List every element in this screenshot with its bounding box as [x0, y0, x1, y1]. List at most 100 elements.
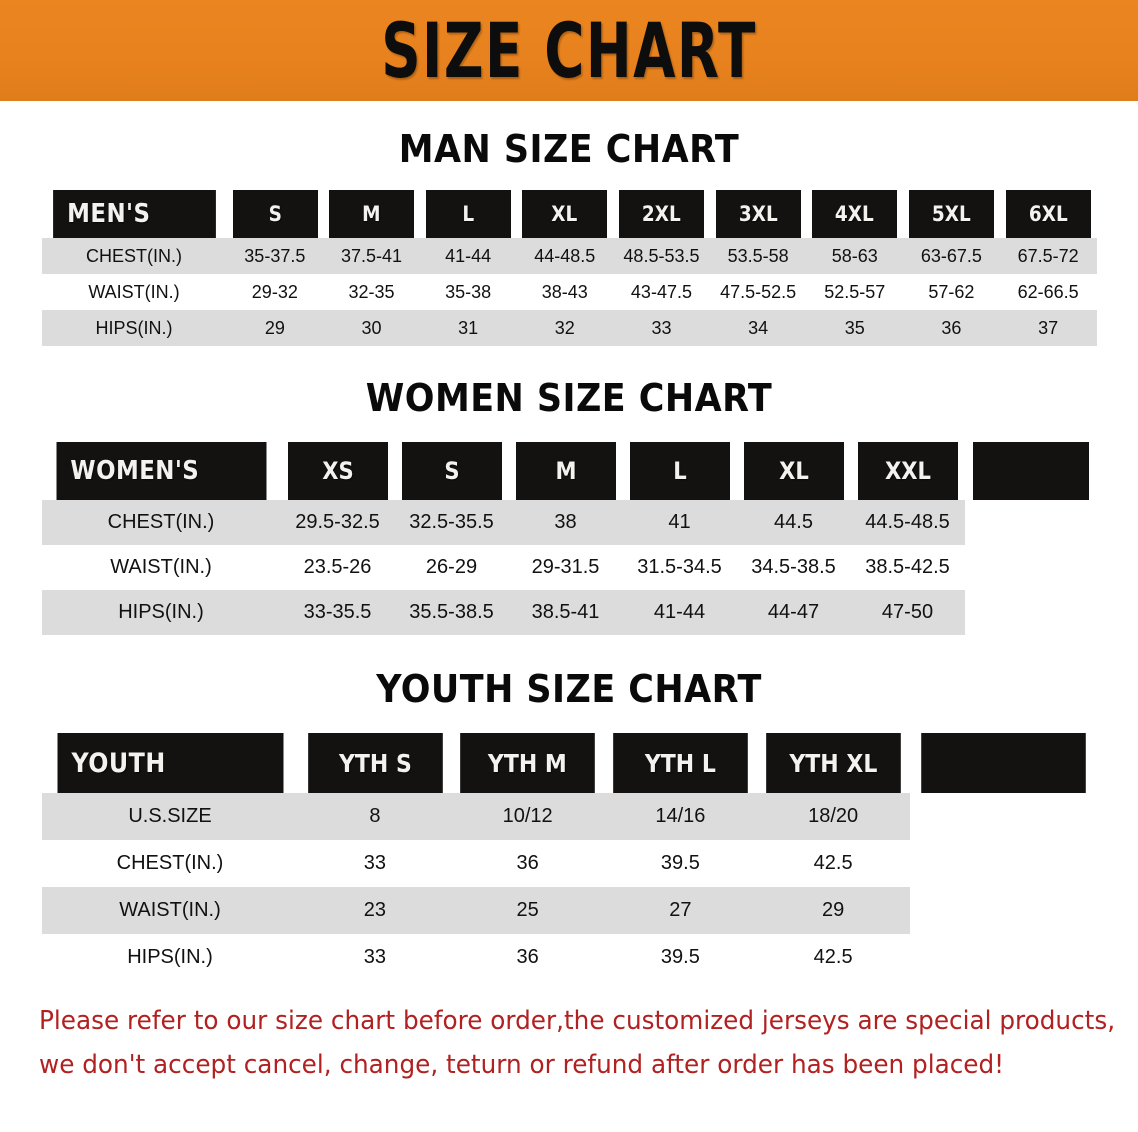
youth-chest-xl: 42.5 — [756, 840, 910, 887]
women-section-title: WOMEN SIZE CHART — [365, 376, 773, 420]
women-waist-m: 29-31.5 — [508, 545, 623, 590]
youth-waist-m: 25 — [451, 887, 604, 934]
man-col-xl: XL — [522, 190, 608, 238]
man-header-label: MEN'S — [52, 190, 216, 238]
women-row-label-chest: CHEST(IN.) — [41, 500, 281, 545]
youth-table-header: YOUTH YTH S YTH M YTH L YTH XL — [42, 733, 1097, 793]
man-waist-2xl: 43-47.5 — [613, 274, 710, 310]
page-banner: SIZE CHART — [0, 0, 1138, 101]
women-col-m: M — [515, 442, 616, 500]
man-chest-4xl: 58-63 — [806, 238, 904, 274]
man-chest-6xl: 67.5-72 — [999, 238, 1097, 274]
youth-waist-l: 27 — [604, 887, 757, 934]
women-col-xl: XL — [743, 442, 844, 500]
women-chest-l: 41 — [622, 500, 737, 545]
man-chest-5xl: 63-67.5 — [903, 238, 1000, 274]
table-row: CHEST(IN.) 29.5-32.5 32.5-35.5 38 41 44.… — [41, 500, 1097, 545]
man-hips-s: 29 — [226, 310, 324, 346]
women-hips-s: 35.5-38.5 — [394, 590, 509, 635]
youth-hips-l: 39.5 — [604, 934, 757, 981]
man-hips-4xl: 35 — [806, 310, 904, 346]
youth-chest-l: 39.5 — [604, 840, 757, 887]
man-waist-4xl: 52.5-57 — [806, 274, 904, 310]
youth-ussize-empty — [909, 793, 1097, 840]
youth-row-label-hips: HIPS(IN.) — [41, 934, 299, 981]
women-chest-xxl: 44.5-48.5 — [850, 500, 965, 545]
women-waist-xl: 34.5-38.5 — [736, 545, 851, 590]
man-section-title: MAN SIZE CHART — [398, 127, 740, 171]
youth-table-wrap: YOUTH YTH S YTH M YTH L YTH XL U.S.SIZE … — [41, 733, 1097, 981]
women-row-label-hips: HIPS(IN.) — [41, 590, 281, 635]
man-col-6xl: 6XL — [1005, 190, 1091, 238]
women-col-s: S — [401, 442, 502, 500]
man-chest-2xl: 48.5-53.5 — [613, 238, 710, 274]
women-chest-m: 38 — [508, 500, 623, 545]
youth-hips-empty — [909, 934, 1097, 981]
man-waist-s: 29-32 — [226, 274, 324, 310]
women-header-row: WOMEN'S XS S M L XL XXL — [42, 442, 1097, 500]
women-hips-xl: 44-47 — [736, 590, 851, 635]
man-table-body: CHEST(IN.) 35-37.5 37.5-41 41-44 44-48.5… — [41, 238, 1097, 346]
women-waist-empty — [964, 545, 1097, 590]
women-chest-empty — [964, 500, 1097, 545]
women-header-label: WOMEN'S — [55, 442, 267, 500]
man-table-wrap: MEN'S S M L XL 2XL 3XL 4XL 5XL 6XL CHEST… — [41, 190, 1097, 346]
man-size-table: MEN'S S M L XL 2XL 3XL 4XL 5XL 6XL CHEST… — [41, 190, 1097, 346]
women-chest-xs: 29.5-32.5 — [280, 500, 395, 545]
women-waist-xxl: 38.5-42.5 — [850, 545, 965, 590]
youth-section-title: YOUTH SIZE CHART — [376, 667, 762, 711]
youth-col-xl: YTH XL — [765, 733, 901, 793]
youth-col-m: YTH M — [460, 733, 595, 793]
women-chest-s: 32.5-35.5 — [394, 500, 509, 545]
man-waist-6xl: 62-66.5 — [999, 274, 1097, 310]
disclaimer-line-1: Please refer to our size chart before or… — [39, 1006, 1116, 1036]
man-hips-m: 30 — [323, 310, 420, 346]
man-hips-xl: 32 — [516, 310, 614, 346]
women-waist-s: 26-29 — [394, 545, 509, 590]
women-chest-xl: 44.5 — [736, 500, 851, 545]
youth-chest-m: 36 — [451, 840, 604, 887]
youth-ussize-s: 8 — [298, 793, 452, 840]
women-hips-empty — [964, 590, 1097, 635]
man-row-label-hips: HIPS(IN.) — [41, 310, 227, 346]
women-table-wrap: WOMEN'S XS S M L XL XXL CHEST(IN.) 29.5-… — [41, 442, 1097, 635]
women-col-xs: XS — [287, 442, 388, 500]
youth-chest-s: 33 — [298, 840, 452, 887]
man-col-s: S — [232, 190, 318, 238]
youth-row-label-chest: CHEST(IN.) — [41, 840, 299, 887]
man-waist-5xl: 57-62 — [903, 274, 1000, 310]
table-row: U.S.SIZE 8 10/12 14/16 18/20 — [41, 793, 1097, 840]
women-waist-xs: 23.5-26 — [280, 545, 395, 590]
man-table-header: MEN'S S M L XL 2XL 3XL 4XL 5XL 6XL — [42, 190, 1097, 238]
youth-size-table: YOUTH YTH S YTH M YTH L YTH XL U.S.SIZE … — [41, 733, 1097, 981]
women-col-empty — [972, 442, 1089, 500]
man-waist-3xl: 47.5-52.5 — [709, 274, 807, 310]
youth-ussize-l: 14/16 — [604, 793, 757, 840]
youth-waist-xl: 29 — [756, 887, 910, 934]
man-waist-xl: 38-43 — [516, 274, 614, 310]
youth-table-body: U.S.SIZE 8 10/12 14/16 18/20 CHEST(IN.) … — [41, 793, 1097, 981]
man-chest-m: 37.5-41 — [323, 238, 420, 274]
man-chest-3xl: 53.5-58 — [709, 238, 807, 274]
man-col-l: L — [425, 190, 511, 238]
women-table-header: WOMEN'S XS S M L XL XXL — [42, 442, 1097, 500]
women-size-table: WOMEN'S XS S M L XL XXL CHEST(IN.) 29.5-… — [41, 442, 1097, 635]
man-waist-l: 35-38 — [419, 274, 517, 310]
youth-row-label-ussize: U.S.SIZE — [41, 793, 299, 840]
man-col-m: M — [328, 190, 415, 238]
youth-hips-s: 33 — [298, 934, 452, 981]
youth-header-label: YOUTH — [56, 733, 284, 793]
disclaimer-line-2: we don't accept cancel, change, teturn o… — [39, 1050, 1005, 1080]
man-row-label-waist: WAIST(IN.) — [41, 274, 227, 310]
youth-ussize-m: 10/12 — [451, 793, 604, 840]
youth-ussize-xl: 18/20 — [756, 793, 910, 840]
youth-col-l: YTH L — [613, 733, 748, 793]
man-col-4xl: 4XL — [812, 190, 898, 238]
youth-waist-empty — [909, 887, 1097, 934]
table-row: WAIST(IN.) 23 25 27 29 — [41, 887, 1097, 934]
table-row: HIPS(IN.) 33-35.5 35.5-38.5 38.5-41 41-4… — [41, 590, 1097, 635]
women-hips-xxl: 47-50 — [850, 590, 965, 635]
man-header-row: MEN'S S M L XL 2XL 3XL 4XL 5XL 6XL — [42, 190, 1097, 238]
table-row: WAIST(IN.) 23.5-26 26-29 29-31.5 31.5-34… — [41, 545, 1097, 590]
table-row: CHEST(IN.) 35-37.5 37.5-41 41-44 44-48.5… — [41, 238, 1097, 274]
